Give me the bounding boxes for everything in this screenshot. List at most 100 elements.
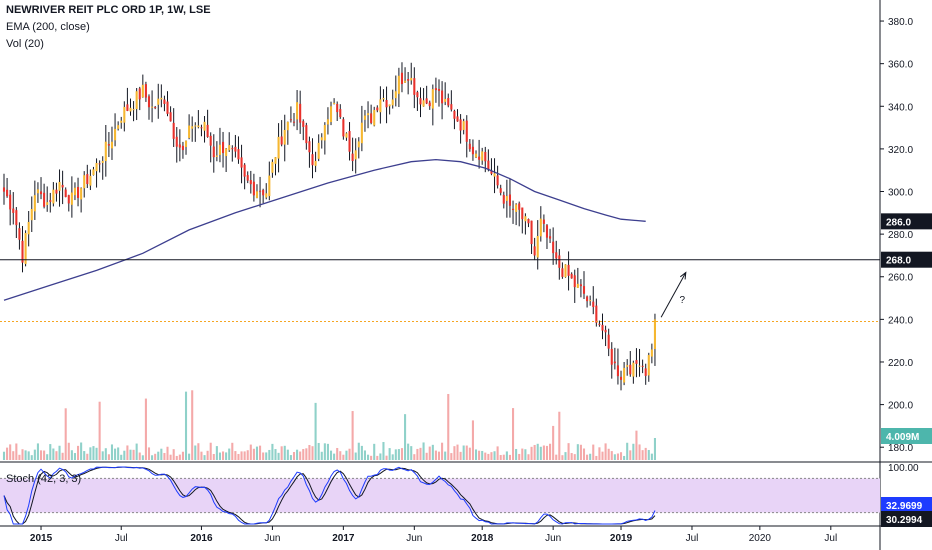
volume-bar	[46, 454, 49, 460]
volume-bar	[601, 451, 604, 460]
volume-bar	[545, 445, 549, 460]
candle-body	[437, 89, 441, 91]
stoch-k-line	[3, 466, 656, 525]
volume-bar	[191, 390, 194, 460]
candle-body	[410, 77, 413, 81]
volume-bar	[147, 447, 151, 460]
volume-bar	[151, 455, 154, 460]
candle-body	[67, 195, 70, 204]
volume-bar	[459, 451, 462, 460]
volume-bar	[292, 452, 296, 460]
candle-body	[582, 286, 586, 294]
candle-body	[252, 181, 255, 196]
volume-bar	[496, 446, 499, 460]
volume-bar	[410, 446, 413, 460]
candle-body	[280, 136, 283, 145]
volume-bar	[255, 446, 259, 460]
candle-body	[351, 153, 354, 162]
volume-bar	[447, 393, 450, 460]
volume-bar	[333, 453, 336, 460]
volume-bar	[370, 455, 373, 460]
candle-body	[533, 246, 536, 256]
candle-body	[64, 189, 67, 198]
candle-body	[249, 180, 252, 185]
volume-bar	[653, 438, 656, 460]
candle-body	[336, 103, 339, 113]
volume-bar	[166, 446, 169, 460]
price-tick-label: 280.0	[888, 230, 913, 241]
volume-bar	[502, 454, 505, 460]
candle-body	[95, 163, 98, 172]
price-tick-label: 240.0	[888, 315, 913, 326]
time-tick-label: Jun	[406, 533, 422, 544]
candle-body	[200, 127, 203, 129]
price-tick-label: 220.0	[888, 358, 913, 369]
volume-bar	[6, 447, 9, 460]
candle-body	[508, 194, 511, 206]
volume-bar	[397, 449, 400, 460]
volume-bar	[299, 451, 302, 460]
candle-body	[18, 228, 21, 240]
volume-bar	[434, 450, 437, 460]
candle-body	[114, 128, 117, 141]
volume-bar	[357, 442, 360, 460]
volume-bar	[296, 449, 299, 460]
volume-bar	[629, 450, 632, 460]
candle-body	[589, 300, 592, 302]
candle-body	[558, 255, 561, 268]
volume-bar	[55, 451, 58, 460]
volume-bar	[305, 448, 308, 460]
volume-bar	[154, 453, 157, 460]
annotation-arrowhead	[679, 271, 687, 280]
candle-body	[397, 75, 400, 94]
candle-body	[98, 163, 101, 165]
volume-bar	[89, 447, 92, 460]
volume-bar	[237, 453, 240, 460]
volume-bar	[512, 408, 515, 460]
volume-bar	[530, 446, 533, 460]
volume-bar	[626, 442, 629, 460]
candle-body	[487, 160, 490, 170]
candle-body	[564, 264, 567, 278]
volume-bar	[138, 452, 141, 460]
volume-bar	[114, 448, 117, 460]
candle-body	[425, 98, 428, 104]
candle-body	[231, 148, 234, 150]
volume-bar	[246, 450, 249, 460]
volume-bar	[518, 453, 521, 460]
candle-body	[141, 84, 144, 98]
ema-legend: EMA (200, close)	[6, 21, 90, 33]
volume-bar	[456, 444, 459, 460]
candle-body	[468, 143, 471, 150]
volume-bar	[169, 454, 172, 460]
candle-body	[212, 146, 215, 158]
volume-bar	[323, 443, 326, 460]
volume-bar	[83, 451, 86, 460]
volume-bar	[39, 450, 43, 460]
volume-bar	[12, 451, 15, 460]
price-tick-label: 320.0	[888, 145, 913, 156]
time-tick-label: 2020	[749, 533, 772, 544]
volume-bar	[444, 451, 447, 460]
candle-body	[459, 119, 462, 131]
candle-body	[228, 145, 231, 151]
candle-body	[515, 204, 518, 212]
volume-bar	[314, 402, 317, 460]
candle-body	[342, 119, 345, 137]
candle-body	[178, 144, 181, 148]
candle-body	[360, 122, 363, 144]
volume-bar	[271, 443, 274, 460]
candle-body	[570, 273, 573, 279]
candle-body	[478, 156, 481, 160]
volume-bar	[197, 443, 200, 460]
candle-body	[181, 145, 184, 151]
time-tick-label: 2019	[610, 533, 633, 544]
volume-bar	[394, 449, 397, 460]
volume-bar	[36, 443, 39, 460]
candle-body	[83, 175, 86, 189]
time-tick-label: Jun	[264, 533, 280, 544]
volume-bar	[404, 414, 407, 460]
candle-body	[46, 202, 49, 205]
volume-bar	[619, 452, 623, 460]
